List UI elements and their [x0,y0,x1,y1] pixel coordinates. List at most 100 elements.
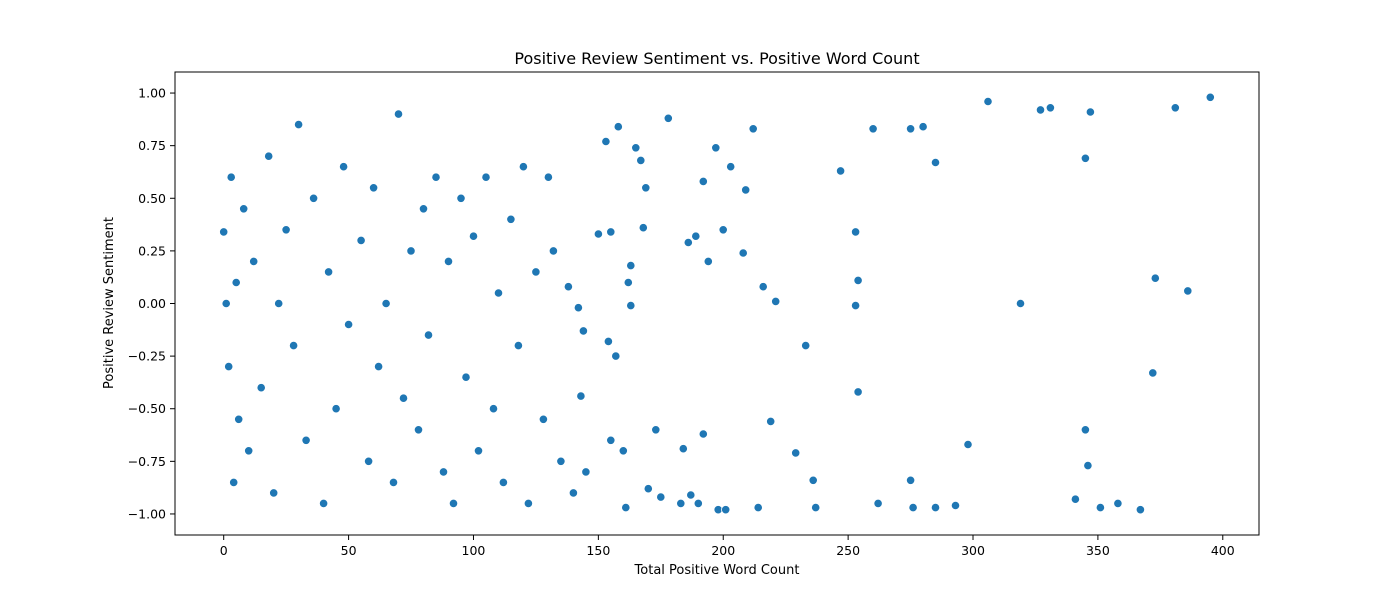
data-point [398,393,409,403]
data-point [1095,502,1106,513]
data-point [868,124,878,134]
x-tick-label: 50 [341,543,357,558]
x-axis-label: Total Positive Word Count [634,563,800,578]
data-point [406,246,416,256]
x-tick-label: 250 [836,543,860,558]
data-point [606,435,616,445]
data-point [274,298,284,309]
data-point [930,502,941,513]
data-point [718,225,728,235]
data-point [456,193,466,203]
data-point [711,143,721,153]
y-axis: −1.00 −0.75 −0.50 −0.25 0.00 0.25 0.50 0.75 1.00 [128,86,175,521]
data-point [556,456,566,466]
data-point [488,404,499,414]
data-point [318,498,329,508]
data-point [643,484,653,494]
data-point [1183,286,1193,296]
data-point [663,113,673,123]
data-point [221,298,231,309]
data-point [703,256,713,266]
data-point [481,172,491,182]
data-point [381,298,391,309]
data-point [468,231,479,241]
y-axis-label: Positive Review Sentiment [102,217,117,389]
data-point [1113,498,1123,508]
data-point [683,237,693,248]
data-point [523,498,534,508]
data-point [983,96,993,107]
data-point [576,391,586,401]
data-point [244,446,254,456]
data-point [548,246,559,256]
data-point [808,475,818,485]
data-point [518,162,529,172]
chart-title: Positive Review Sentiment vs. Positive W… [514,49,919,68]
plot-frame [174,71,1260,536]
y-tick-label: 1.00 [138,86,166,101]
data-point [418,204,429,214]
data-point [461,372,471,382]
data-point [1150,273,1160,283]
data-point [766,416,776,426]
data-point [293,120,304,130]
data-point [438,467,449,477]
data-point [368,183,379,193]
data-point [811,502,821,513]
data-point [693,498,703,508]
y-tick-label: −1.00 [128,506,166,521]
data-point [226,172,236,182]
y-tick-label: 0.50 [138,191,166,206]
data-point [498,477,508,487]
data-point [618,446,628,456]
data-point [264,151,274,161]
data-point [493,288,504,298]
data-point [698,176,708,186]
data-point [1205,92,1215,102]
x-axis: 0 50 100 150 200 250 300 350 400 [220,535,1235,558]
data-point [1085,107,1096,117]
data-point [229,477,239,487]
data-point [636,155,646,165]
data-point [513,340,524,351]
x-tick-label: 0 [220,543,228,558]
x-tick-label: 150 [586,543,610,558]
x-tick-label: 100 [462,543,486,558]
data-point [1070,494,1081,504]
data-point [753,502,763,513]
data-point [771,296,781,306]
points-layer [219,92,1215,515]
y-tick-label: 0.00 [138,296,166,311]
data-point [678,444,688,454]
data-point [850,300,861,311]
data-point [288,340,299,351]
data-point [413,425,424,435]
data-point [231,277,241,288]
x-tick-label: 350 [1086,543,1110,558]
data-point [758,282,768,292]
data-point [950,500,961,511]
data-point [431,172,441,182]
data-point [850,227,861,237]
data-point [568,488,579,498]
data-point [606,227,616,237]
data-point [373,361,384,372]
data-point [641,183,651,193]
data-point [448,498,459,508]
data-point [1170,103,1180,113]
data-point [621,502,631,513]
data-point [748,124,758,134]
data-point [538,414,549,424]
data-point [256,383,266,393]
data-point [338,162,349,172]
data-point [908,502,918,513]
data-point [726,162,736,172]
data-point [323,267,334,277]
data-point [249,256,259,266]
data-point [698,429,708,439]
data-point [1135,505,1146,515]
data-point [853,275,863,285]
data-point [581,467,591,477]
data-point [603,336,614,346]
data-point [1083,460,1093,471]
